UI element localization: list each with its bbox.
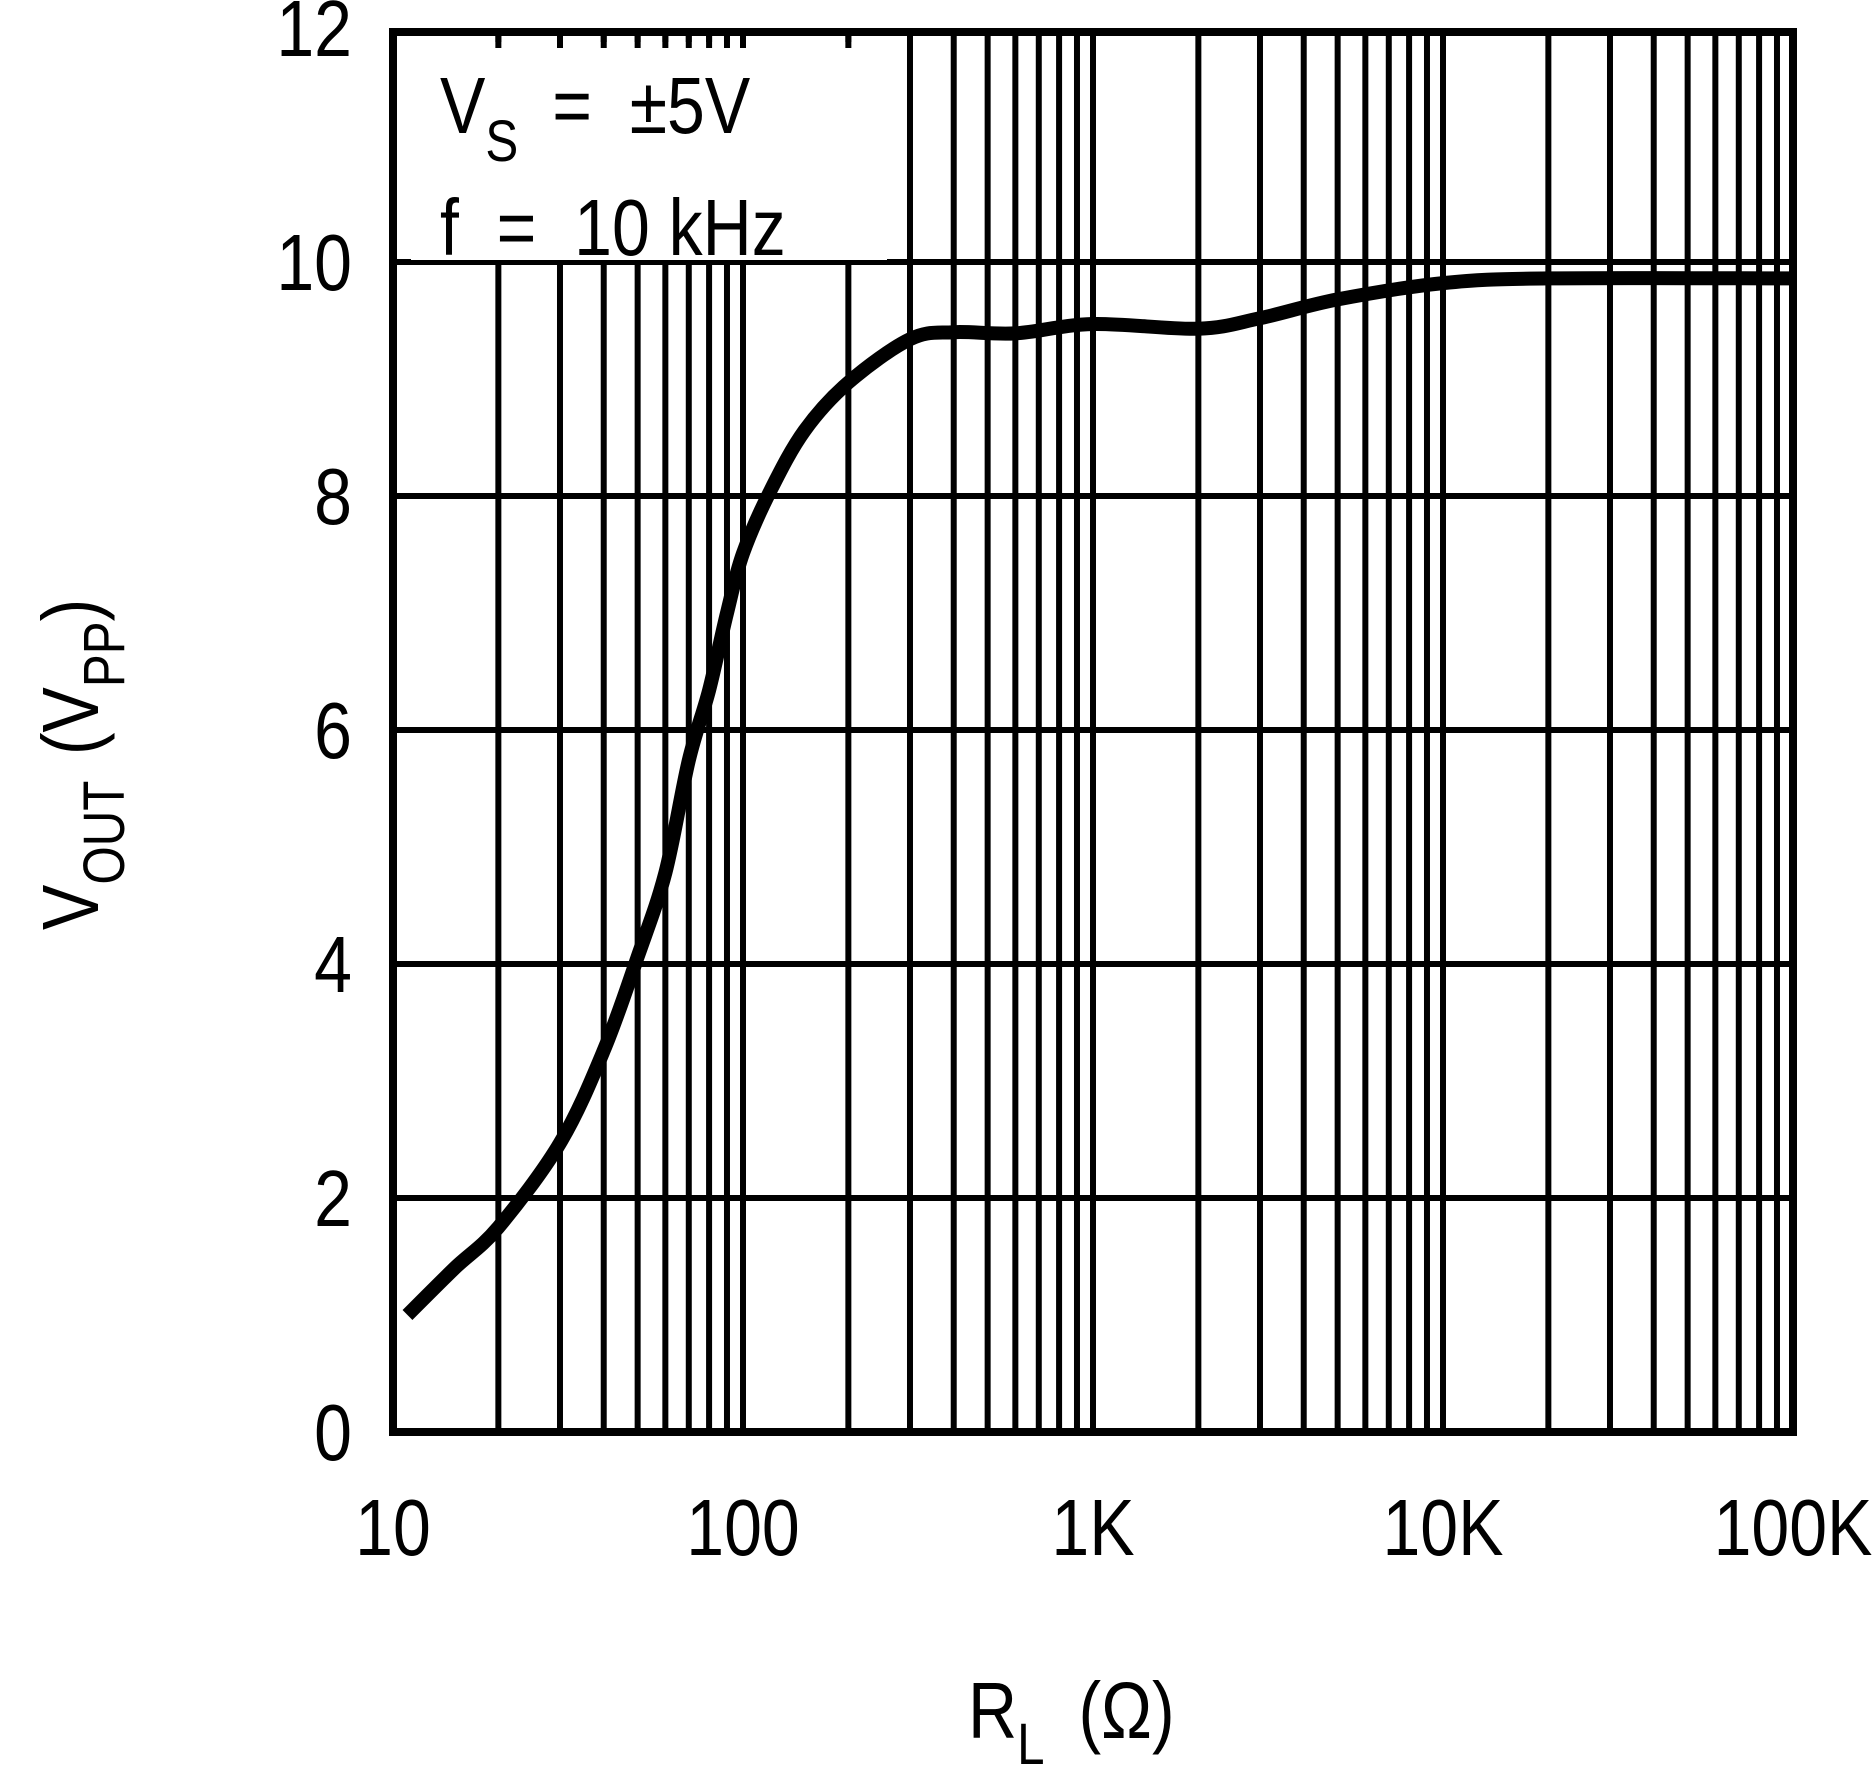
x-axis-tick-labels: 10 100 1K 10K 100K xyxy=(355,1483,1872,1572)
y-tick-label: 4 xyxy=(314,920,352,1009)
x-title-r: R xyxy=(968,1666,1017,1755)
x-tick-label: 1K xyxy=(1051,1483,1134,1572)
plot-frame xyxy=(389,28,1797,1436)
annot-v: V xyxy=(440,61,486,150)
y-title-unit-close: ) xyxy=(26,599,115,622)
x-axis-title: RL (Ω) xyxy=(968,1666,1175,1768)
annotation-supply-voltage: VS = ±5V xyxy=(440,61,751,174)
grid-lines xyxy=(393,32,1793,1432)
y-title-pp-subscript: PP xyxy=(72,621,137,687)
x-tick-label: 100K xyxy=(1714,1483,1873,1572)
y-tick-label: 2 xyxy=(314,1154,352,1243)
annotation-box xyxy=(399,42,887,260)
data-series-vout xyxy=(402,271,1794,1320)
y-axis-title: VOUT (VPP) xyxy=(26,599,137,930)
x-title-unit: (Ω) xyxy=(1079,1666,1175,1755)
x-tick-label: 100 xyxy=(686,1483,799,1572)
y-tick-label: 0 xyxy=(314,1388,352,1477)
y-title-out-subscript: OUT xyxy=(72,781,137,885)
annot-s-subscript: S xyxy=(485,109,518,174)
y-tick-label: 8 xyxy=(314,452,352,541)
y-tick-label: 12 xyxy=(276,0,352,73)
y-axis-tick-labels: 0 2 4 6 8 10 12 xyxy=(276,0,352,1477)
x-tick-label: 10K xyxy=(1383,1483,1504,1572)
y-tick-label: 6 xyxy=(314,686,352,775)
annot-vs-value: = ±5V xyxy=(552,61,750,150)
annotation-frequency: f = 10 kHz xyxy=(440,183,786,272)
x-tick-label: 10 xyxy=(355,1483,431,1572)
x-title-l-subscript: L xyxy=(1017,1712,1044,1768)
y-title-v: V xyxy=(26,884,115,930)
y-title-unit-open: (V xyxy=(26,687,115,755)
y-tick-label: 10 xyxy=(276,218,352,307)
